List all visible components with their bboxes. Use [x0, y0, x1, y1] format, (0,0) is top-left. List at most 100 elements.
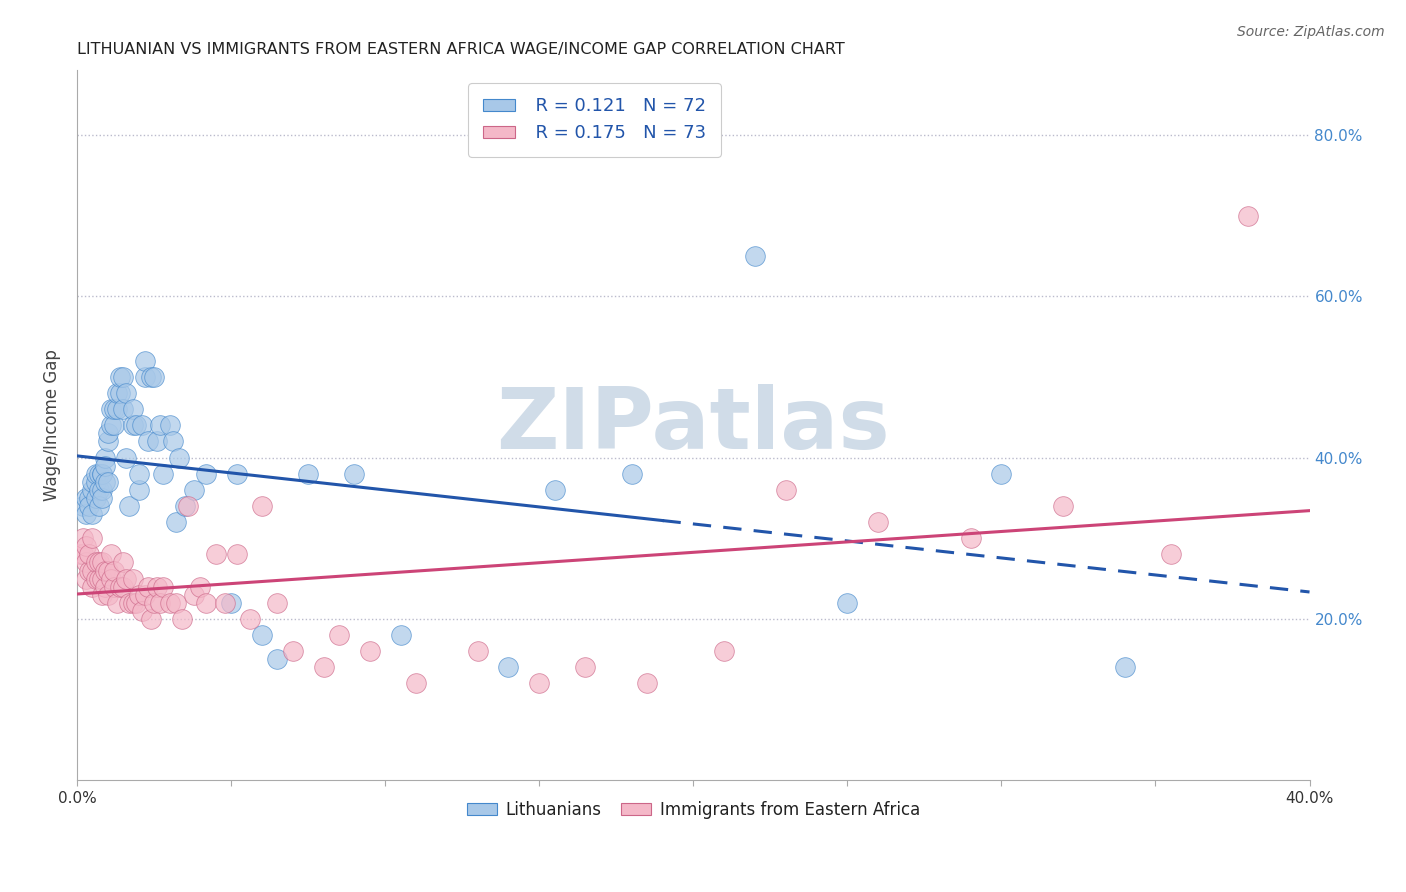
Point: [620, 467, 643, 481]
Point: [128, 588, 150, 602]
Point: [72, 499, 94, 513]
Y-axis label: Wage/Income Gap: Wage/Income Gap: [44, 350, 60, 501]
Point: [110, 386, 132, 401]
Point: [103, 402, 125, 417]
Point: [136, 434, 159, 449]
Point: [131, 604, 153, 618]
Point: [87, 556, 110, 570]
Point: [636, 676, 658, 690]
Text: LITHUANIAN VS IMMIGRANTS FROM EASTERN AFRICA WAGE/INCOME GAP CORRELATION CHART: LITHUANIAN VS IMMIGRANTS FROM EASTERN AF…: [77, 42, 845, 57]
Point: [103, 564, 125, 578]
Text: ZIPatlas: ZIPatlas: [496, 384, 890, 467]
Point: [143, 596, 166, 610]
Point: [136, 580, 159, 594]
Point: [177, 499, 200, 513]
Point: [250, 628, 273, 642]
Point: [328, 628, 350, 642]
Point: [90, 588, 112, 602]
Point: [139, 612, 162, 626]
Point: [250, 499, 273, 513]
Point: [124, 418, 146, 433]
Point: [214, 596, 236, 610]
Point: [79, 548, 101, 562]
Point: [121, 402, 143, 417]
Point: [87, 467, 110, 481]
Point: [100, 572, 122, 586]
Point: [239, 612, 262, 626]
Point: [128, 467, 150, 481]
Point: [1237, 209, 1260, 223]
Point: [159, 596, 181, 610]
Point: [744, 249, 766, 263]
Point: [103, 418, 125, 433]
Point: [498, 660, 520, 674]
Point: [97, 588, 120, 602]
Point: [204, 548, 226, 562]
Point: [79, 491, 101, 505]
Point: [1052, 499, 1074, 513]
Point: [281, 644, 304, 658]
Point: [146, 580, 169, 594]
Point: [84, 475, 107, 489]
Point: [574, 660, 596, 674]
Point: [183, 588, 205, 602]
Point: [121, 596, 143, 610]
Point: [467, 644, 489, 658]
Point: [121, 572, 143, 586]
Point: [75, 572, 97, 586]
Point: [72, 531, 94, 545]
Point: [152, 467, 174, 481]
Point: [124, 596, 146, 610]
Point: [131, 418, 153, 433]
Point: [112, 580, 135, 594]
Point: [82, 483, 104, 497]
Point: [118, 596, 141, 610]
Point: [195, 467, 218, 481]
Point: [82, 507, 104, 521]
Point: [959, 531, 981, 545]
Point: [775, 483, 797, 497]
Point: [1160, 548, 1182, 562]
Point: [266, 652, 288, 666]
Point: [94, 564, 117, 578]
Point: [713, 644, 735, 658]
Point: [87, 483, 110, 497]
Point: [94, 450, 117, 465]
Point: [312, 660, 335, 674]
Point: [94, 580, 117, 594]
Point: [90, 467, 112, 481]
Point: [100, 548, 122, 562]
Point: [105, 402, 128, 417]
Point: [84, 556, 107, 570]
Point: [84, 467, 107, 481]
Point: [195, 596, 218, 610]
Point: [94, 458, 117, 473]
Point: [405, 676, 427, 690]
Point: [90, 556, 112, 570]
Point: [1114, 660, 1136, 674]
Point: [87, 572, 110, 586]
Point: [100, 418, 122, 433]
Point: [170, 612, 193, 626]
Point: [543, 483, 565, 497]
Point: [90, 483, 112, 497]
Point: [990, 467, 1012, 481]
Point: [297, 467, 319, 481]
Point: [149, 596, 172, 610]
Point: [146, 434, 169, 449]
Point: [837, 596, 859, 610]
Point: [103, 580, 125, 594]
Point: [359, 644, 381, 658]
Point: [343, 467, 366, 481]
Point: [84, 491, 107, 505]
Point: [90, 491, 112, 505]
Point: [69, 548, 91, 562]
Point: [90, 467, 112, 481]
Point: [79, 564, 101, 578]
Point: [183, 483, 205, 497]
Point: [159, 418, 181, 433]
Point: [112, 556, 135, 570]
Point: [529, 676, 551, 690]
Point: [389, 628, 412, 642]
Point: [87, 499, 110, 513]
